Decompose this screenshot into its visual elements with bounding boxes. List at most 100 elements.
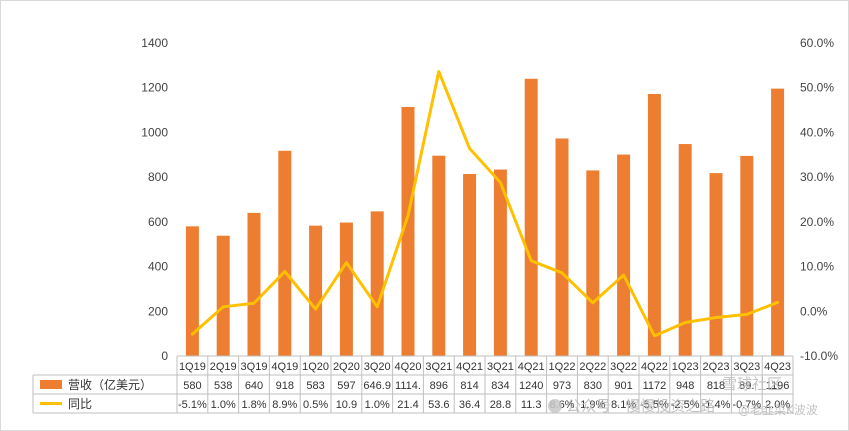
x-tick-label: 3Q23 xyxy=(733,361,760,373)
right-tick-label: 0.0% xyxy=(800,304,828,318)
watermark-author: @老韭菜K波波 xyxy=(738,403,818,417)
table-cell-line: -1.4% xyxy=(702,399,731,411)
table-cell-line: 0.5% xyxy=(303,399,328,411)
legend-swatch-bar xyxy=(40,380,62,389)
bar xyxy=(370,211,384,356)
table-cell-line: 8.9% xyxy=(272,399,297,411)
table-cell-line: -5.5% xyxy=(640,399,669,411)
watermark-text: 公众号 · 慢慢投资之路 xyxy=(566,397,715,415)
table-cell-bar: 973 xyxy=(553,380,571,392)
line-path xyxy=(190,70,780,338)
line-series xyxy=(190,70,780,338)
table-cell-line: 11.3 xyxy=(521,399,542,411)
x-tick-label: 1Q23 xyxy=(672,361,699,373)
data-table: 1Q19 2Q19 3Q19 4Q19 1Q20 2Q20 3Q20 4Q20 3Q21 4Q21… xyxy=(32,355,794,414)
table-cell-bar: 1240 xyxy=(519,380,543,392)
table-cell-bar: 538 xyxy=(214,380,232,392)
table-cell-line: -0.7% xyxy=(732,399,761,411)
table-cell-line: 21.4 xyxy=(397,399,418,411)
table-cell-bar: 1114. xyxy=(395,380,421,392)
table-cell-line: -5.1% xyxy=(178,399,207,411)
wechat-icon xyxy=(548,399,562,413)
x-tick-label: 2Q22 xyxy=(579,361,606,373)
bar xyxy=(617,154,631,356)
right-tick-label: 50.0% xyxy=(800,81,834,95)
watermark-secondary: 雪球社区 xyxy=(722,375,782,393)
table-cell-line: 36.4 xyxy=(459,399,480,411)
right-tick-label: 60.0% xyxy=(800,36,834,50)
table-cell-bar: 640 xyxy=(245,380,263,392)
x-tick-label: 4Q20 xyxy=(395,361,422,373)
legend-label-bar: 营收（亿美元） xyxy=(68,377,152,392)
bar-series xyxy=(185,78,785,357)
table-cell-bar: 896 xyxy=(430,380,448,392)
table-cell-bar: 818 xyxy=(707,380,725,392)
watermark: 公众号 · 慢慢投资之路 雪球社区 @老韭菜K波波 xyxy=(548,375,818,417)
left-tick-label: 200 xyxy=(148,304,168,318)
bar xyxy=(771,88,785,356)
x-tick-label: 3Q22 xyxy=(610,361,637,373)
x-tick-label: 2Q19 xyxy=(210,361,237,373)
left-tick-label: 1400 xyxy=(141,36,168,50)
x-tick-label: 3Q21 xyxy=(425,361,452,373)
left-tick-label: 1000 xyxy=(141,125,168,139)
x-tick-label: 2Q20 xyxy=(333,361,360,373)
table-cell-bar: 1172 xyxy=(643,380,667,392)
left-tick-label: 400 xyxy=(148,260,168,274)
table-cell-bar: 830 xyxy=(584,380,602,392)
table-cell-line: -2.5% xyxy=(671,399,700,411)
right-tick-label: 10.0% xyxy=(800,260,834,274)
bar xyxy=(709,173,723,356)
x-tick-label: 4Q21 xyxy=(518,361,545,373)
table-cell-bar: 646.9 xyxy=(363,380,391,392)
table-cell-line: 53.6 xyxy=(428,399,449,411)
right-axis: -10.0% 0.0% 10.0% 20.0% 30.0% 40.0% 50.0% 60.0% xyxy=(800,36,838,363)
table-cell-bar: 901 xyxy=(614,380,632,392)
table-cell-line: 1.8% xyxy=(241,399,266,411)
left-tick-label: 0 xyxy=(161,349,168,363)
bar xyxy=(247,212,261,356)
table-cell-bar: 89. xyxy=(739,380,754,392)
table-cell-bar: 597 xyxy=(337,380,355,392)
table-cell-bar: 1196 xyxy=(766,380,790,392)
x-tick-label: 4Q19 xyxy=(271,361,298,373)
legend-label-line: 同比 xyxy=(68,397,92,411)
x-tick-label: 2Q23 xyxy=(703,361,730,373)
x-tick-label: 1Q19 xyxy=(179,361,206,373)
table-cell-line: 8.1% xyxy=(611,399,636,411)
bar xyxy=(555,138,569,356)
x-tick-label: 1Q22 xyxy=(549,361,576,373)
bar xyxy=(309,225,323,356)
table-cell-bar: 834 xyxy=(491,380,509,392)
table-cell-line: 10.9 xyxy=(336,399,357,411)
x-tick-label: 4Q22 xyxy=(641,361,668,373)
right-tick-label: 30.0% xyxy=(800,170,834,184)
table-cell-bar: 814 xyxy=(460,380,478,392)
bar xyxy=(339,222,353,356)
left-tick-label: 1200 xyxy=(141,81,168,95)
x-tick-label: 4Q23 xyxy=(764,361,791,373)
bar xyxy=(401,106,415,356)
bar xyxy=(586,170,600,356)
bar xyxy=(463,174,477,356)
x-tick-label: 3Q20 xyxy=(364,361,391,373)
x-tick-label: 3Q19 xyxy=(241,361,268,373)
x-tick-label: 1Q20 xyxy=(302,361,329,373)
right-tick-label: -10.0% xyxy=(800,349,838,363)
bar xyxy=(647,93,661,356)
bar xyxy=(432,155,446,356)
table-cell-line: 1.0% xyxy=(365,399,390,411)
right-tick-label: 20.0% xyxy=(800,215,834,229)
x-tick-label: 3Q21 xyxy=(487,361,514,373)
table-cell-bar: 918 xyxy=(276,380,294,392)
table-cell-line: 1.0% xyxy=(211,399,236,411)
table-cell-bar: 580 xyxy=(183,380,201,392)
bar xyxy=(493,169,507,356)
bar xyxy=(278,150,292,356)
x-tick-label: 4Q21 xyxy=(456,361,483,373)
left-tick-label: 800 xyxy=(148,170,168,184)
bar xyxy=(678,144,692,356)
table-cell-bar: 948 xyxy=(676,380,694,392)
